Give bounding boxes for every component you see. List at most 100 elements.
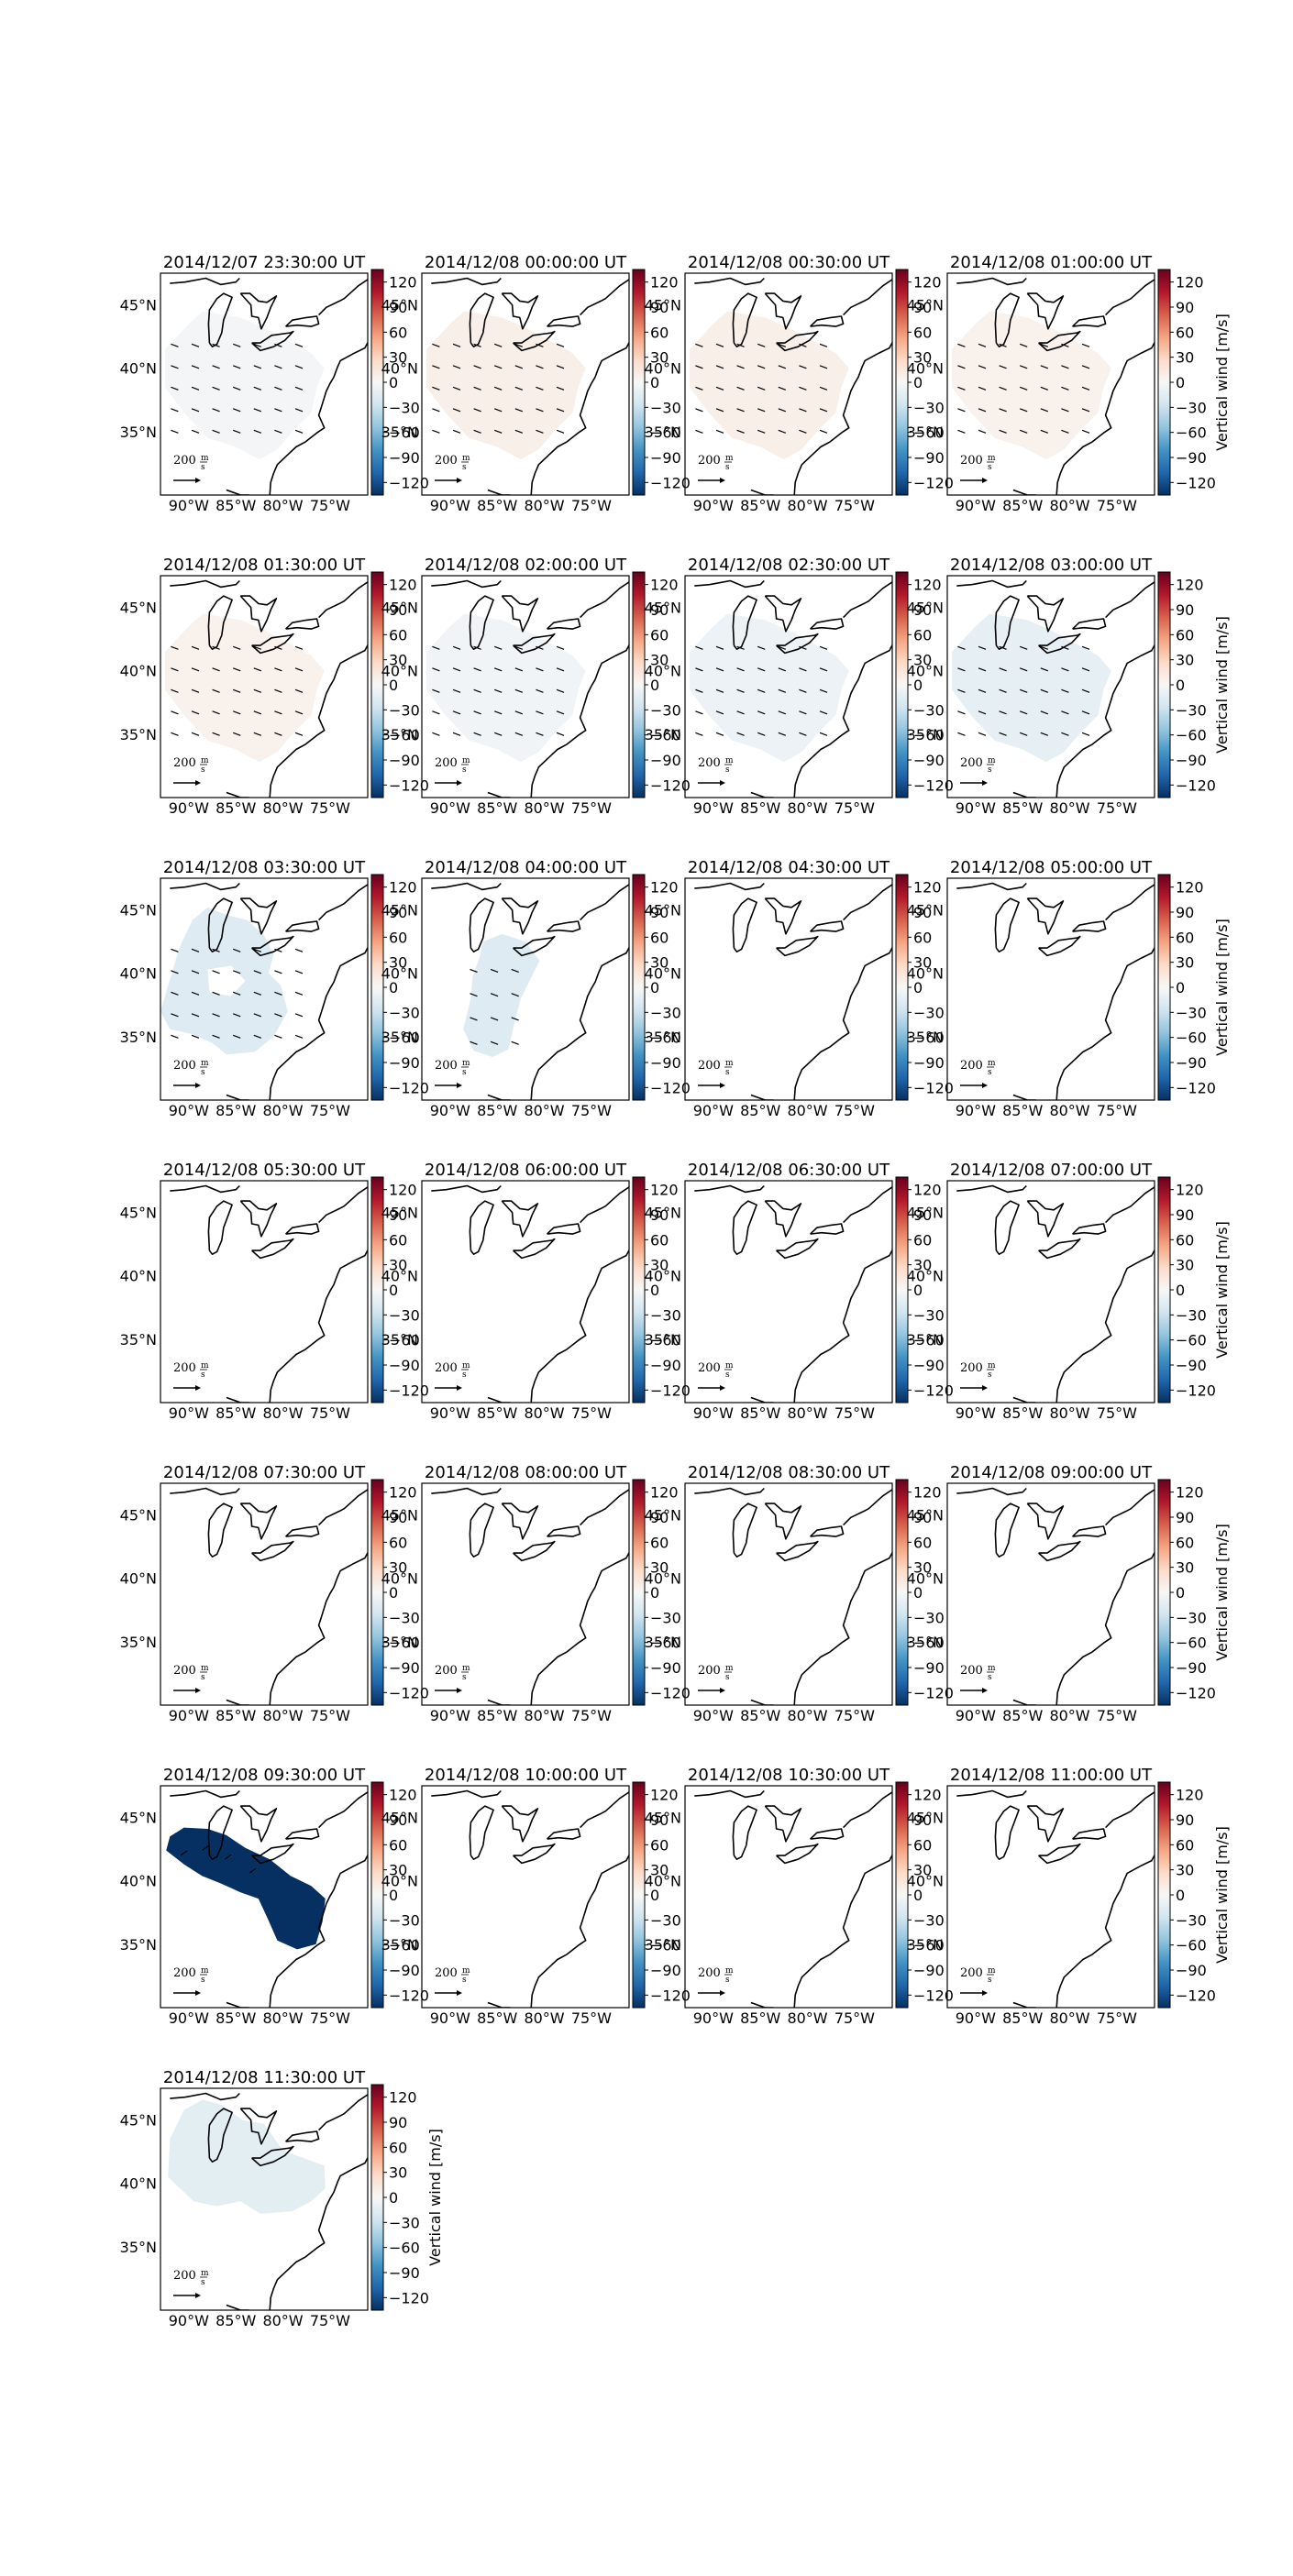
lat-label: 35°N xyxy=(907,424,944,441)
lon-label: 80°W xyxy=(1049,2009,1089,2027)
wind-vector xyxy=(978,429,987,434)
coastline xyxy=(469,595,494,650)
wind-vector xyxy=(819,667,828,672)
wind-vector xyxy=(957,710,966,715)
colorbar-tick-label: −60 xyxy=(389,1029,420,1047)
lon-label: 75°W xyxy=(310,2009,350,2027)
map-panel: 2014/12/08 09:30:00 UT 45°N 40°N 35°N 90°W 85… xyxy=(120,1766,429,2027)
coastline xyxy=(956,277,1027,286)
coastline xyxy=(793,946,892,1100)
coastline xyxy=(956,579,1027,589)
quiver-key-value: 200 xyxy=(435,1059,458,1073)
colorbar-tick-label: −60 xyxy=(650,1029,681,1047)
wind-vector xyxy=(171,645,179,650)
wind-vector xyxy=(1081,710,1090,715)
map-frame xyxy=(421,272,630,496)
coastline xyxy=(764,595,802,633)
wind-vector xyxy=(232,343,241,347)
colorbar-tick-label: 120 xyxy=(650,1787,679,1804)
wind-vector xyxy=(171,970,179,974)
lat-label: 40°N xyxy=(120,663,157,680)
coastline xyxy=(170,1789,240,1799)
quiver-key-value: 200 xyxy=(435,1361,458,1375)
coastline xyxy=(694,1487,765,1496)
wind-vector xyxy=(757,732,766,736)
colorbar-tick-label: −120 xyxy=(389,474,429,491)
quiver-key-arrowhead xyxy=(720,478,725,483)
lat-label: 35°N xyxy=(645,1936,681,1954)
lat-label: 45°N xyxy=(645,1810,681,1827)
colorbar-tick-label: 120 xyxy=(1176,577,1204,594)
colorbar-label: Vertical wind [m/s] xyxy=(1213,1221,1231,1359)
wind-vector xyxy=(1040,386,1049,391)
lat-label: 40°N xyxy=(907,360,944,378)
coastline xyxy=(1038,1540,1081,1562)
wind-vector xyxy=(514,365,524,369)
colorbar-tick-label: 60 xyxy=(913,1231,932,1249)
panel-title: 2014/12/08 10:30:00 UT xyxy=(688,1766,890,1785)
lon-label: 75°W xyxy=(310,497,350,514)
wind-vector xyxy=(294,667,304,672)
coastline xyxy=(994,1503,1020,1558)
coastline xyxy=(431,277,502,286)
quiver-key-value: 200 xyxy=(698,1966,721,1980)
wind-vector xyxy=(536,645,544,650)
wind-vector xyxy=(695,408,703,413)
coastline xyxy=(251,1843,294,1865)
lat-label: 35°N xyxy=(381,1029,418,1046)
wind-vector xyxy=(999,365,1007,369)
colorbar-tick-label: −30 xyxy=(913,1911,945,1929)
wind-vector xyxy=(432,710,440,715)
wind-vector xyxy=(1019,343,1028,347)
coastline xyxy=(750,791,774,798)
wind-vector xyxy=(232,365,241,369)
lon-label: 80°W xyxy=(787,1404,827,1422)
colorbar-tick-label: 0 xyxy=(389,374,398,391)
coastline xyxy=(1072,1223,1107,1235)
wind-vector xyxy=(191,1013,200,1018)
colorbar-tick-label: −30 xyxy=(650,1911,681,1929)
wind-vector xyxy=(999,386,1007,391)
wind-vector xyxy=(432,645,440,650)
coastline xyxy=(251,633,294,655)
quiver-key-arrowhead xyxy=(982,1990,988,1996)
colorbar-tick-label: 30 xyxy=(913,1559,932,1577)
lat-label: 40°N xyxy=(381,965,418,983)
colorbar-tick-label: 120 xyxy=(1176,1787,1204,1804)
panel-title: 2014/12/08 05:00:00 UT xyxy=(950,858,1153,877)
wind-vector xyxy=(957,667,966,672)
colorbar-tick-label: −60 xyxy=(913,424,945,442)
colorbar-tick-label: −90 xyxy=(650,1054,681,1072)
wind-vector xyxy=(191,688,200,693)
map-frame xyxy=(684,1180,893,1404)
colorbar xyxy=(632,1479,646,1706)
wind-vector xyxy=(191,429,200,434)
map-frame xyxy=(684,877,893,1101)
panel-title: 2014/12/08 00:00:00 UT xyxy=(425,253,627,272)
lat-label: 40°N xyxy=(120,965,157,983)
colorbar-tick-label: −30 xyxy=(650,701,681,719)
lon-label: 90°W xyxy=(169,497,209,514)
coastline xyxy=(251,330,294,352)
coastline xyxy=(501,1503,539,1540)
coastline xyxy=(956,1789,1027,1799)
lon-label: 75°W xyxy=(1097,1404,1137,1422)
colorbar-tick-label: 30 xyxy=(650,652,669,669)
coastline xyxy=(1055,341,1155,495)
wind-region xyxy=(426,311,586,460)
wind-vector xyxy=(556,429,565,434)
wind-vector xyxy=(1019,688,1028,693)
wind-vector xyxy=(1019,667,1028,672)
colorbar-tick-label: 30 xyxy=(1176,1862,1194,1879)
quiver-key-unit: s xyxy=(988,765,992,775)
colorbar-tick-label: −90 xyxy=(1176,449,1207,467)
colorbar-tick-label: 30 xyxy=(389,652,407,669)
lat-label: 40°N xyxy=(645,663,681,680)
lon-label: 80°W xyxy=(262,2009,303,2027)
lon-label: 80°W xyxy=(1049,1707,1089,1724)
wind-vector xyxy=(757,343,766,347)
wind-vector xyxy=(819,408,828,413)
lat-label: 40°N xyxy=(381,663,418,680)
wind-vector xyxy=(1061,365,1069,369)
wind-vector xyxy=(757,429,766,434)
